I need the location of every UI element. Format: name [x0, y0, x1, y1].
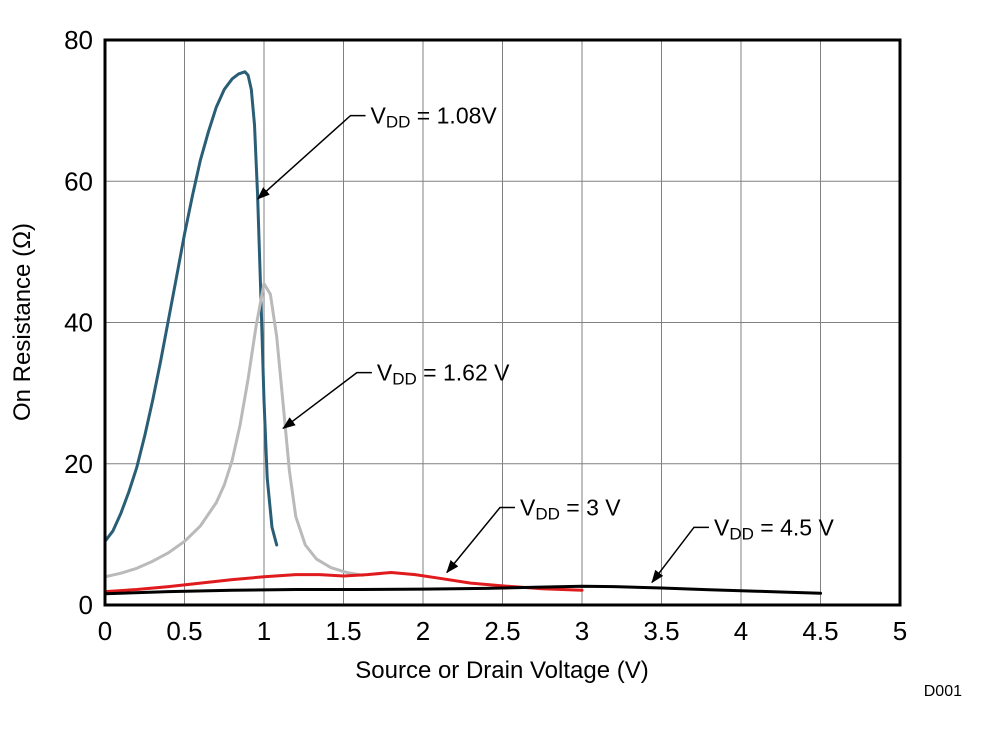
- x-tick-label: 3.5: [643, 616, 679, 646]
- y-tick-label: 20: [64, 449, 93, 479]
- x-tick-label: 1: [257, 616, 271, 646]
- annotation-arrow: [651, 526, 709, 584]
- x-tick-label: 3: [575, 616, 589, 646]
- x-tick-label: 2: [416, 616, 430, 646]
- series-curve: [103, 282, 365, 579]
- y-tick-labels: 0 20 40 60 80: [64, 25, 93, 620]
- y-axis-title: On Resistance (Ω): [9, 223, 36, 421]
- x-tick-label: 4: [734, 616, 748, 646]
- x-tick-label: 1.5: [325, 616, 361, 646]
- annotation-label: VDD = 1.08V: [371, 103, 498, 132]
- plot-border: [103, 38, 902, 607]
- annotation-arrow: [446, 506, 515, 574]
- annotation-arrow: [282, 371, 372, 430]
- y-tick-label: 80: [64, 25, 93, 55]
- annotation-arrow: [256, 114, 366, 200]
- x-tick-label: 2.5: [484, 616, 520, 646]
- gridlines: [105, 40, 900, 605]
- x-tick-label: 4.5: [802, 616, 838, 646]
- annotation-label: VDD = 3 V: [520, 495, 621, 524]
- x-tick-label: 0.5: [166, 616, 202, 646]
- series-curve: [103, 70, 279, 547]
- y-tick-label: 40: [64, 308, 93, 338]
- curve-annotations: VDD = 1.08V VDD = 1.62 V VDD = 3 V VDD = 4.…: [256, 103, 834, 584]
- series-curve: [103, 571, 584, 594]
- figure-id: D001: [924, 683, 962, 700]
- x-tick-labels: 0 0.5 1 1.5 2 2.5 3 3.5 4 4.5 5: [98, 616, 907, 646]
- x-tick-label: 5: [893, 616, 907, 646]
- x-tick-label: 0: [98, 616, 112, 646]
- x-axis-title: Source or Drain Voltage (V): [355, 657, 648, 684]
- y-tick-label: 60: [64, 166, 93, 196]
- data-series: [103, 70, 822, 596]
- annotation-label: VDD = 1.62 V: [377, 360, 510, 389]
- annotation-label: VDD = 4.5 V: [714, 514, 834, 543]
- series-curve: [103, 584, 822, 596]
- y-tick-label: 0: [79, 590, 93, 620]
